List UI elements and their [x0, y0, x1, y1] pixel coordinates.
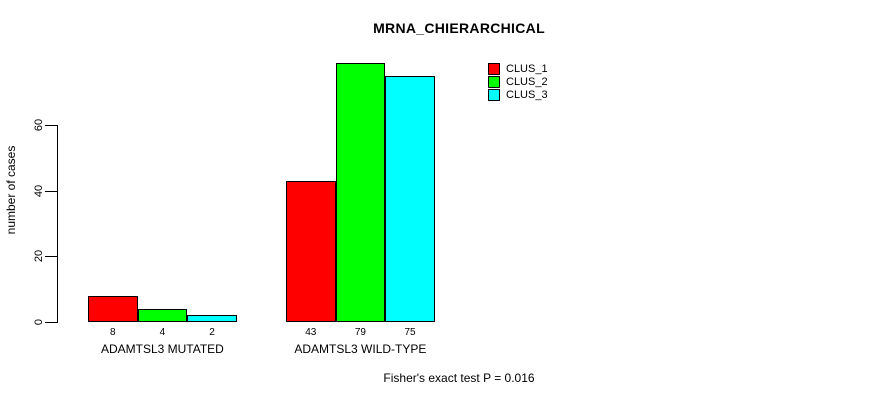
y-tick-label: 40	[33, 184, 45, 197]
y-tick-label: 20	[33, 250, 45, 263]
bar-value-label: 43	[305, 327, 317, 338]
y-tick	[45, 190, 57, 192]
bar-value-label: 8	[110, 327, 116, 338]
legend-swatch-clus_2	[488, 76, 500, 88]
y-tick-label: 0	[33, 318, 45, 326]
bar-clus_1-1	[88, 295, 138, 322]
category-label: ADAMTSL3 WILD-TYPE	[294, 342, 427, 356]
y-axis-line	[57, 125, 58, 323]
legend-swatch-clus_3	[488, 89, 500, 101]
y-tick	[45, 322, 57, 323]
bar-clus_2-1	[137, 308, 188, 322]
bar-clus_2-2	[335, 62, 386, 322]
legend-label: CLUS_2	[506, 76, 548, 88]
chart-title: MRNA_CHIERARCHICAL	[373, 20, 545, 36]
y-tick	[45, 125, 57, 126]
legend-label: CLUS_3	[506, 89, 548, 101]
legend: CLUS_1 CLUS_2 CLUS_3	[488, 63, 548, 101]
bar-value-label: 79	[354, 327, 366, 338]
legend-item-clus_3: CLUS_3	[488, 89, 548, 101]
legend-item-clus_2: CLUS_2	[488, 76, 548, 88]
bar-value-label: 4	[159, 327, 166, 338]
y-axis-label: number of cases	[4, 145, 18, 235]
legend-item-clus_1: CLUS_1	[488, 63, 548, 75]
category-label: ADAMTSL3 MUTATED	[100, 342, 224, 356]
legend-swatch-clus_1	[488, 63, 500, 75]
legend-label: CLUS_1	[506, 63, 548, 75]
bar-clus_3-2	[385, 75, 435, 322]
bar-clus_3-1	[187, 315, 237, 322]
y-tick-label: 60	[33, 118, 45, 132]
bar-clus_1-2	[286, 180, 336, 322]
footnote: Fisher's exact test P = 0.016	[383, 371, 535, 385]
y-tick	[45, 256, 57, 258]
bar-value-label: 2	[209, 327, 215, 338]
bar-value-label: 75	[404, 327, 416, 338]
